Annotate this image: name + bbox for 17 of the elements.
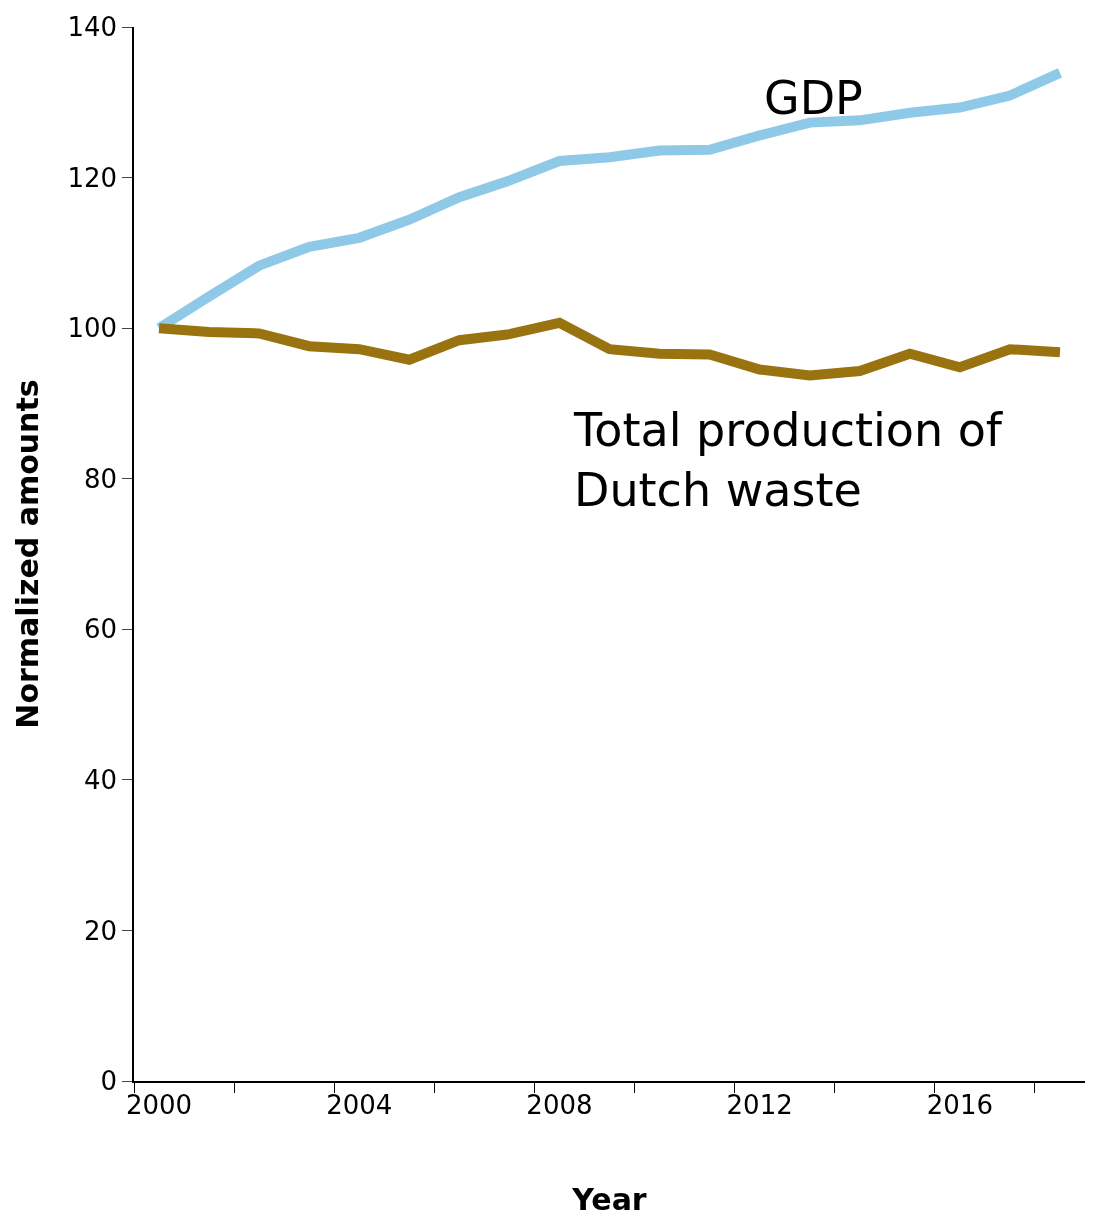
y-tick-label: 20 (83, 915, 118, 946)
x-tick-label: 2004 (326, 1089, 393, 1120)
x-tick-label: 2000 (125, 1089, 193, 1120)
series-label: GDP (764, 71, 863, 125)
y-tick-label: 140 (67, 12, 118, 43)
x-tick-label: 2012 (726, 1089, 793, 1120)
x-axis-title: Year (571, 1181, 647, 1217)
y-tick-label: 60 (83, 614, 118, 645)
y-tick-label: 120 (67, 162, 118, 193)
x-tick-label: 2016 (926, 1089, 993, 1120)
y-tick-label: 0 (100, 1066, 118, 1097)
y-tick-label: 40 (83, 764, 118, 795)
y-axis-title: Normalized amounts (9, 379, 45, 729)
y-tick-label: 100 (67, 313, 118, 344)
series-label: Total production of Dutch waste (573, 403, 1004, 517)
y-tick-label: 80 (83, 463, 118, 494)
x-tick-label: 2008 (526, 1089, 593, 1120)
